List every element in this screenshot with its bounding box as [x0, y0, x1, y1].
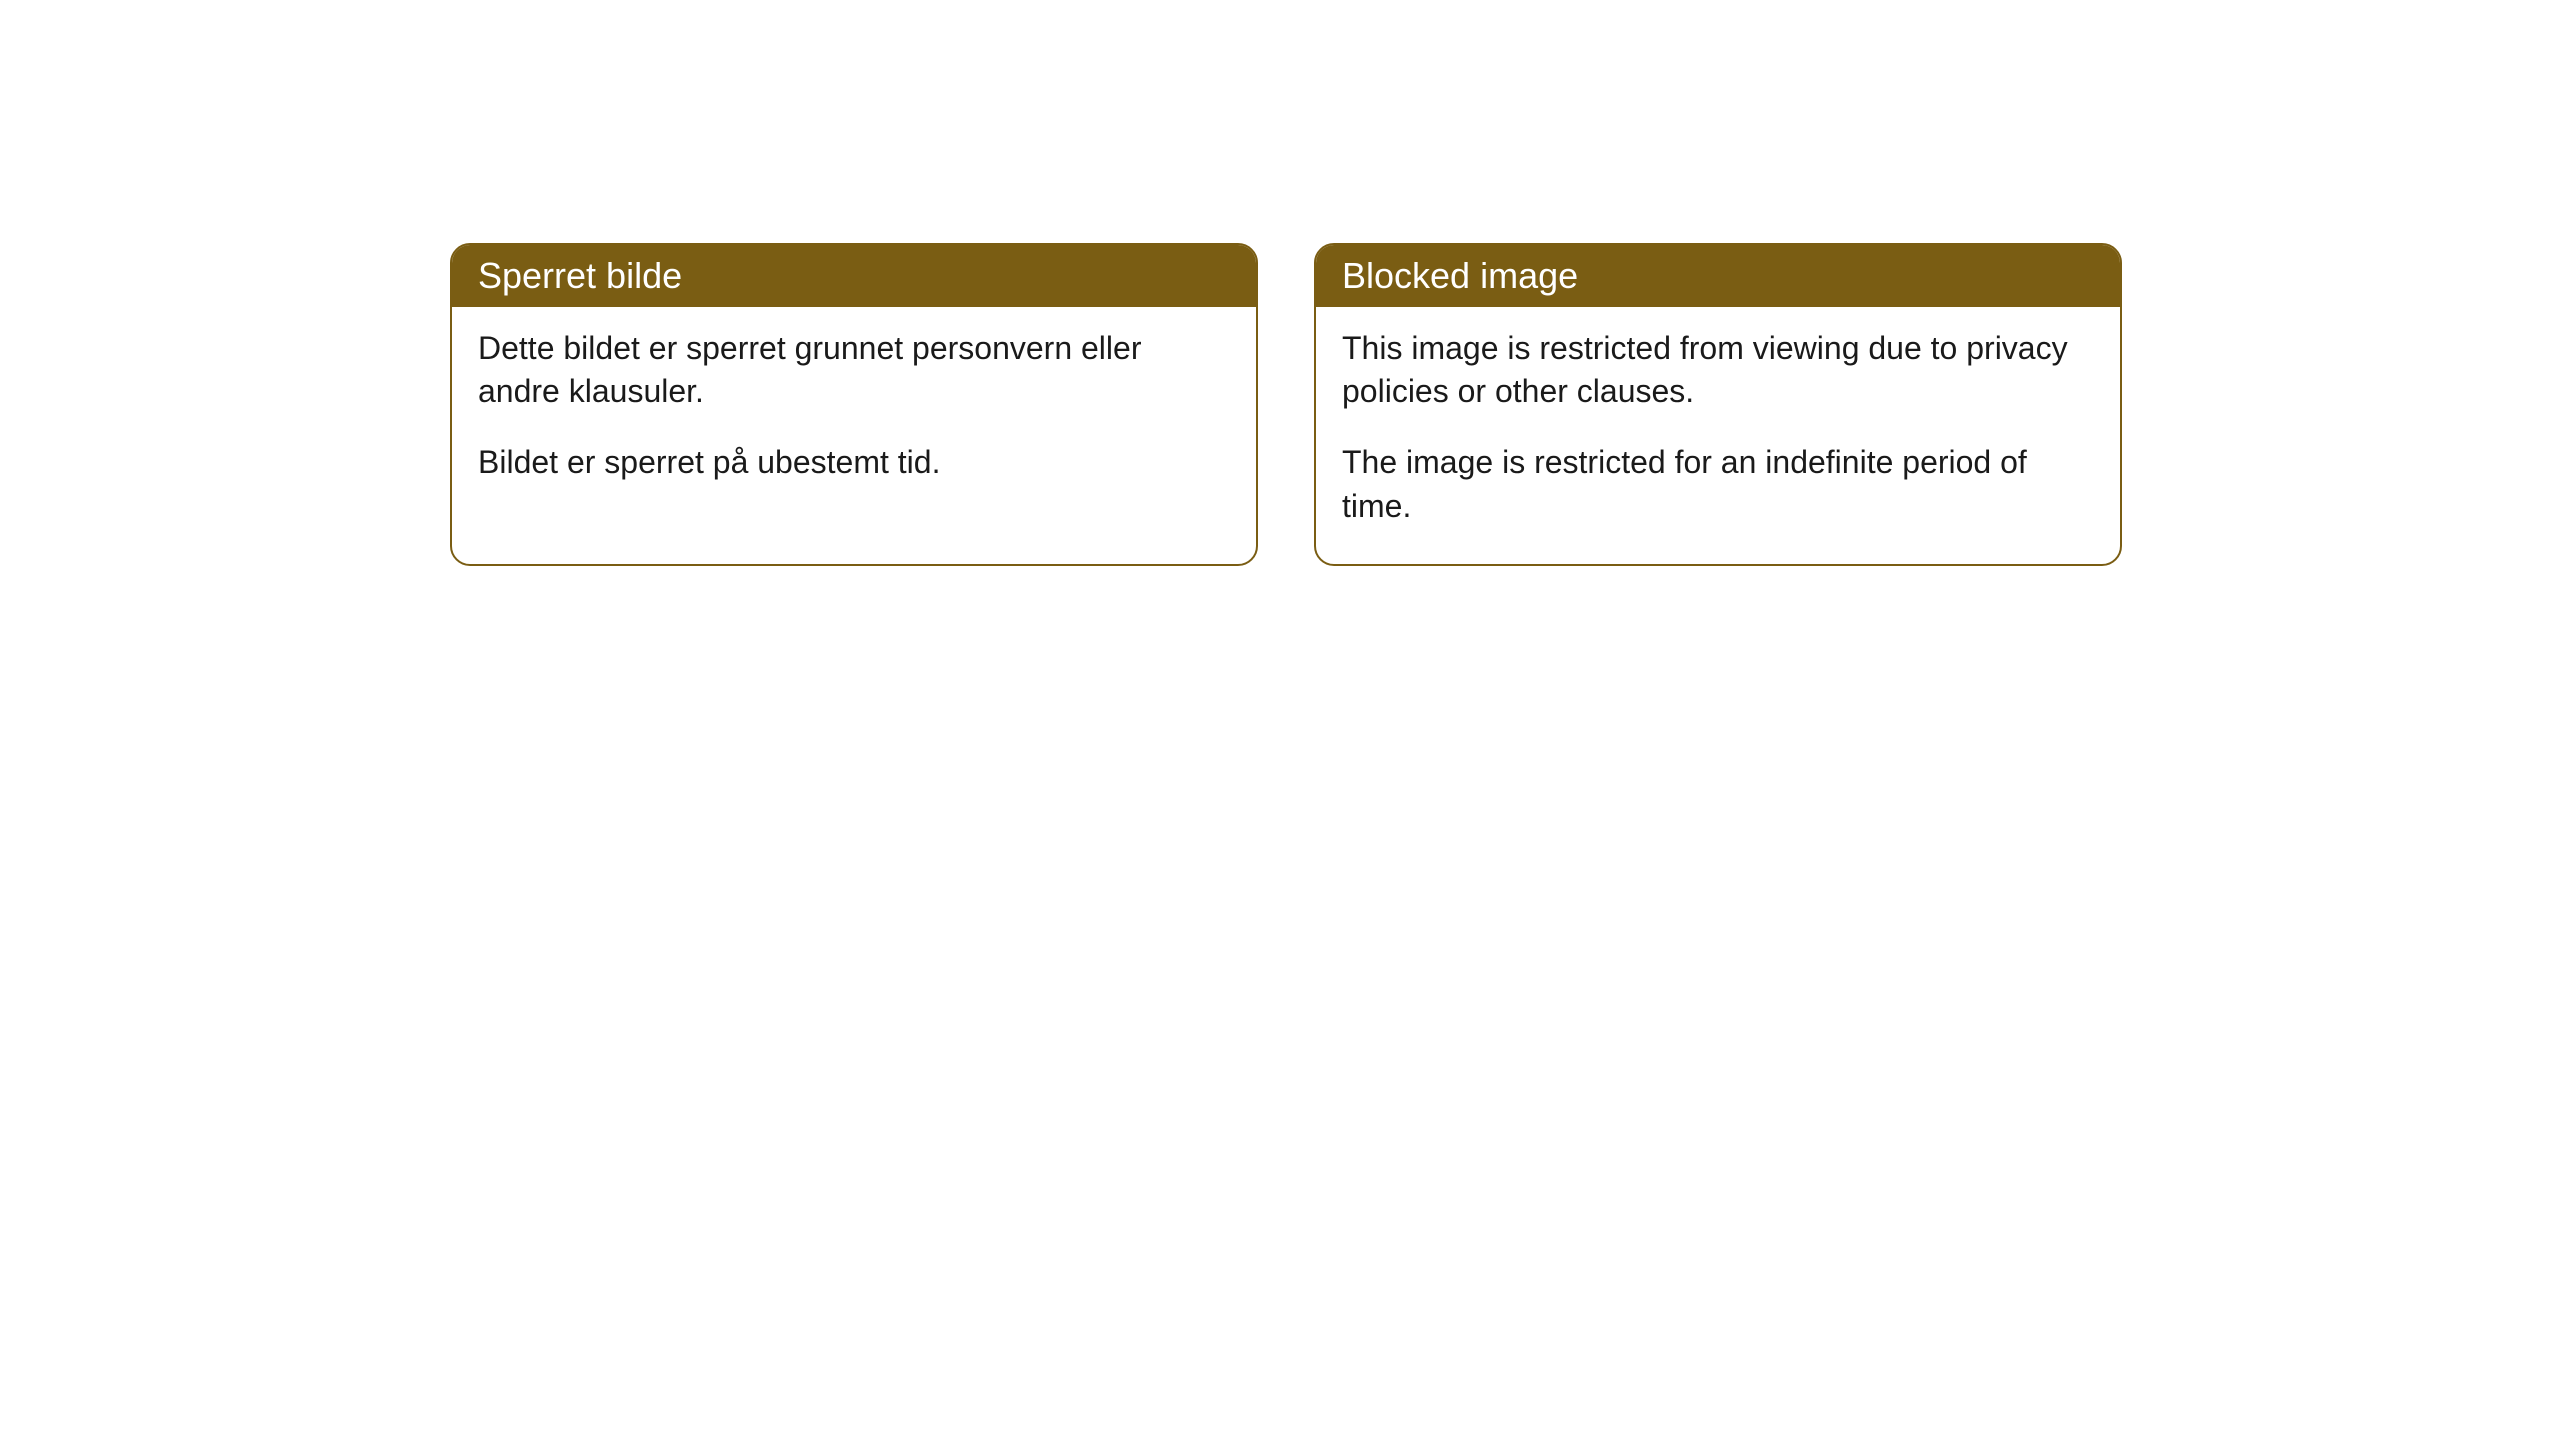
notice-card-english: Blocked image This image is restricted f…: [1314, 243, 2122, 566]
notice-cards-container: Sperret bilde Dette bildet er sperret gr…: [450, 243, 2122, 566]
card-paragraph: Dette bildet er sperret grunnet personve…: [478, 327, 1230, 413]
notice-card-norwegian: Sperret bilde Dette bildet er sperret gr…: [450, 243, 1258, 566]
card-header: Sperret bilde: [452, 245, 1256, 307]
card-paragraph: The image is restricted for an indefinit…: [1342, 441, 2094, 527]
card-body: This image is restricted from viewing du…: [1316, 307, 2120, 564]
card-paragraph: This image is restricted from viewing du…: [1342, 327, 2094, 413]
card-paragraph: Bildet er sperret på ubestemt tid.: [478, 441, 1230, 484]
card-title: Blocked image: [1342, 255, 1578, 296]
card-title: Sperret bilde: [478, 255, 682, 296]
card-header: Blocked image: [1316, 245, 2120, 307]
card-body: Dette bildet er sperret grunnet personve…: [452, 307, 1256, 521]
